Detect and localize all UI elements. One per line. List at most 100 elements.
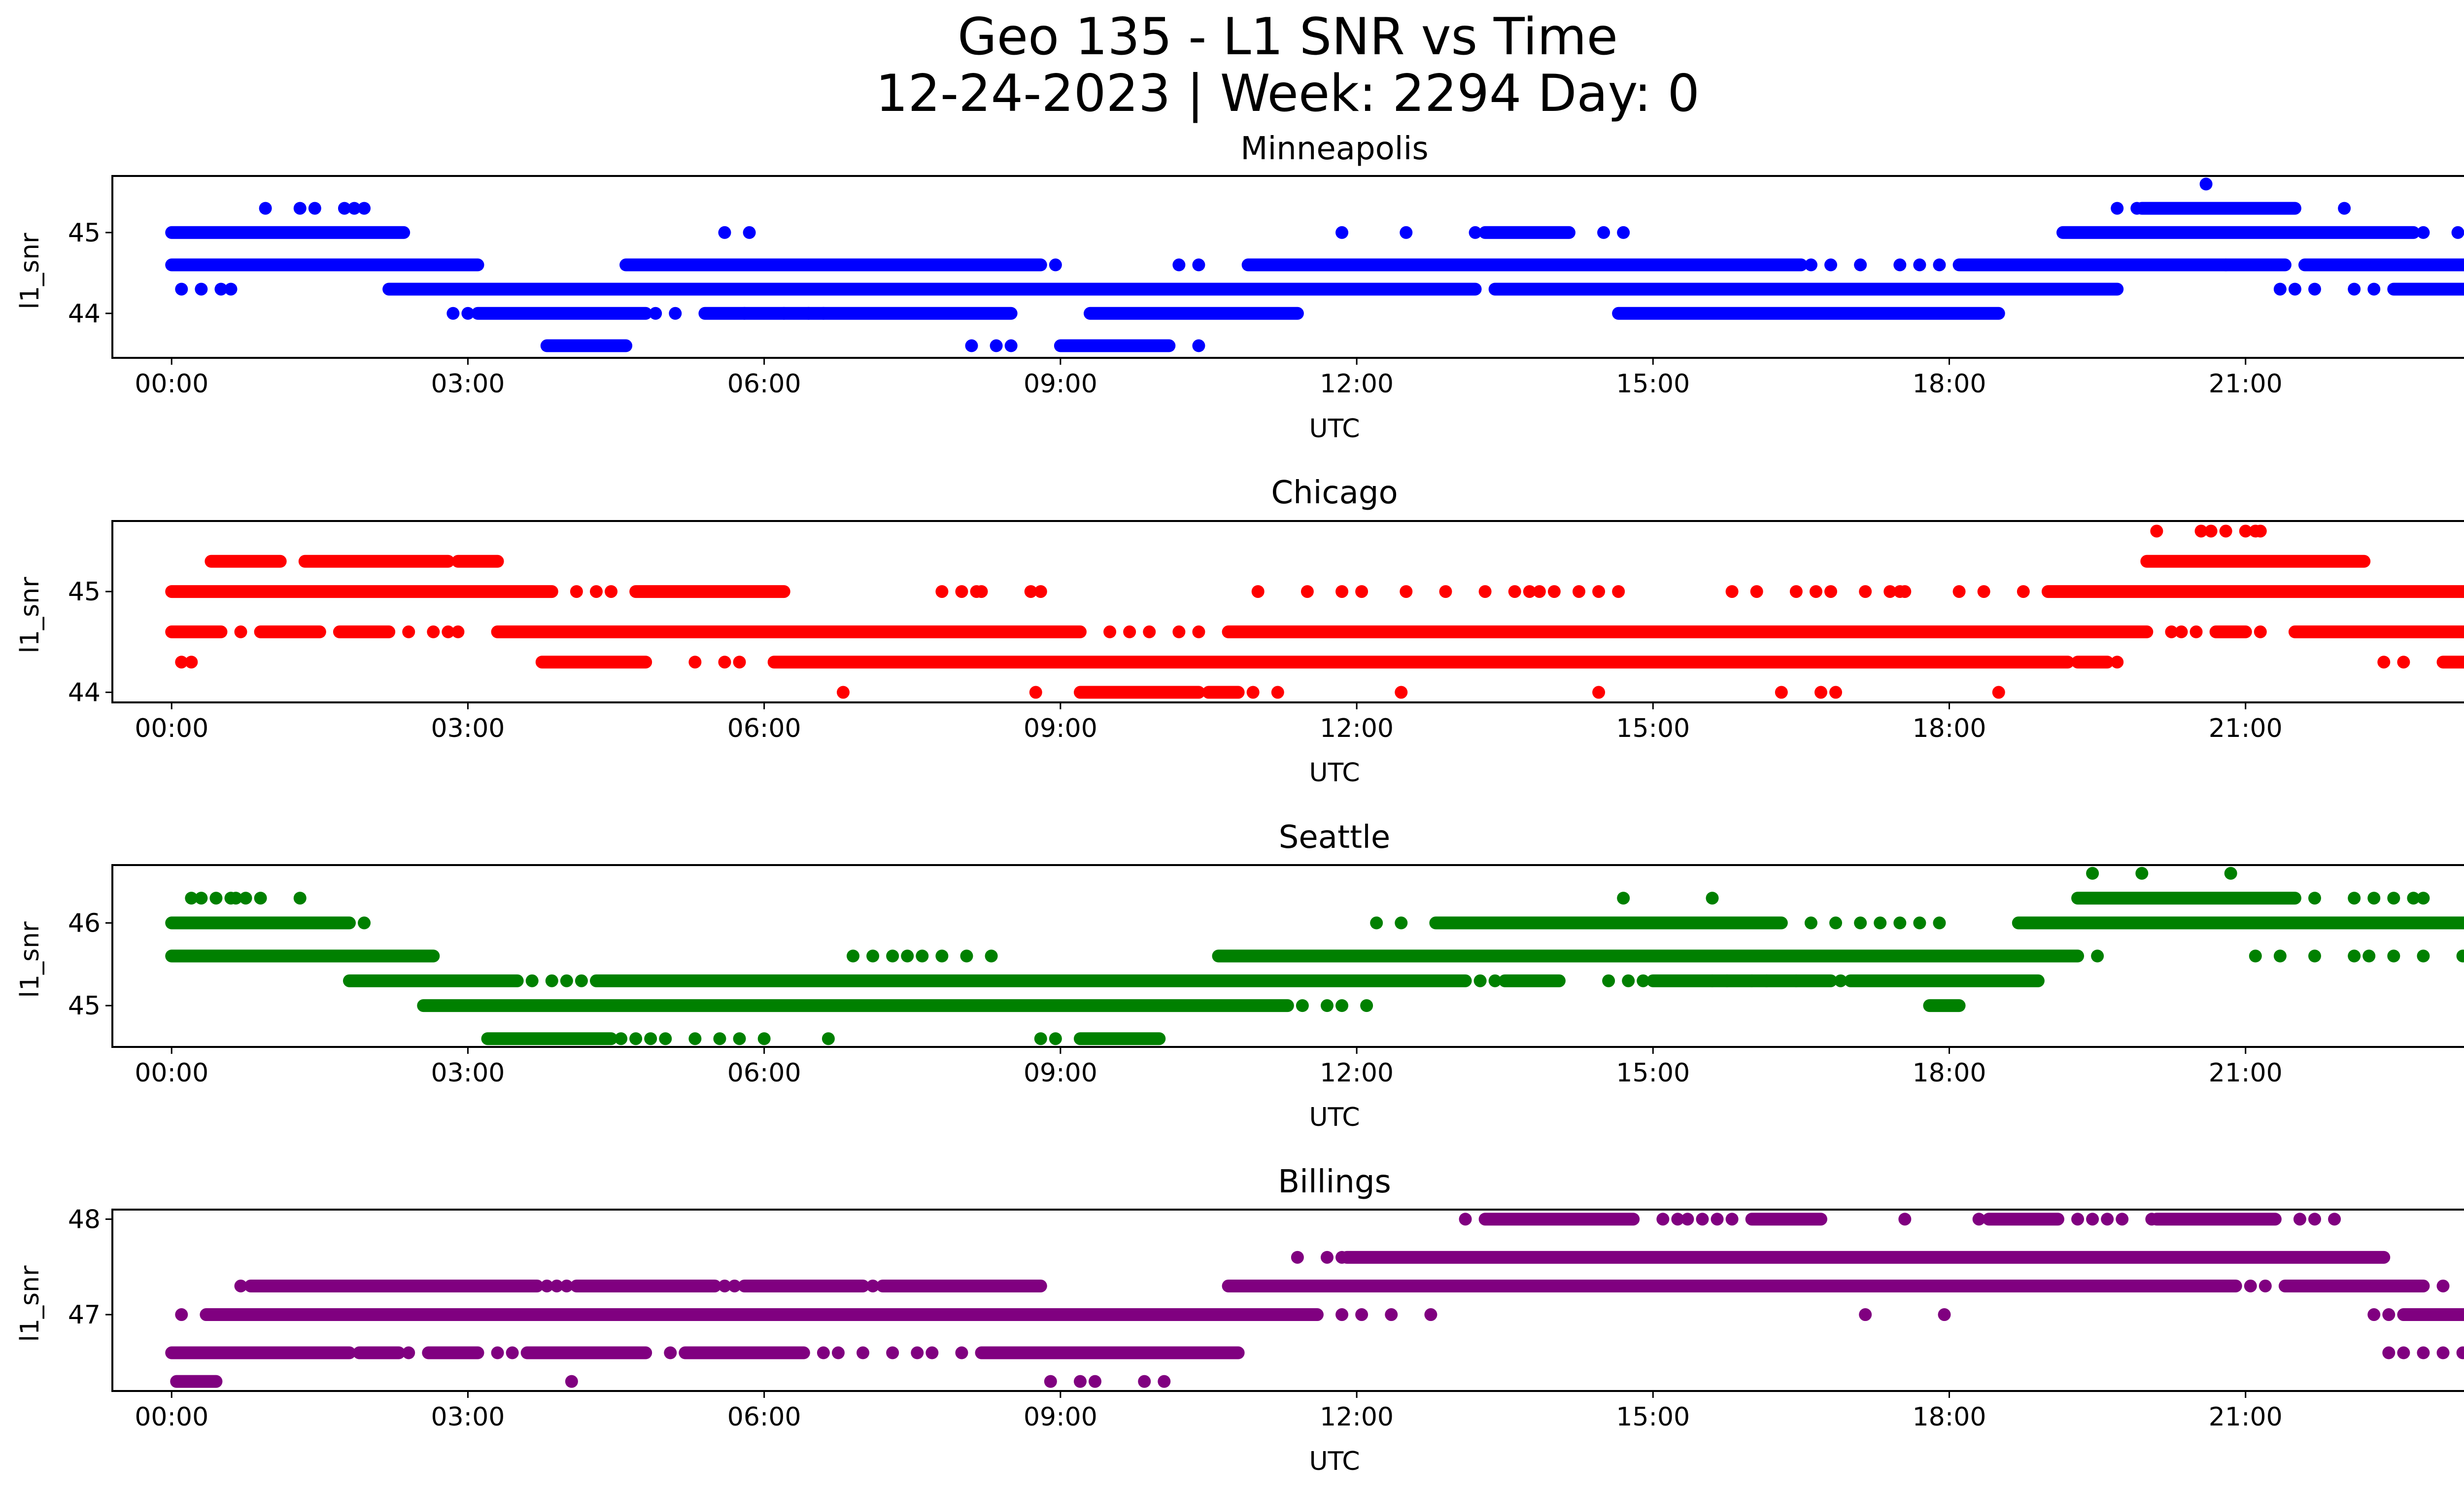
- point-seattle-2-9: [1933, 916, 1946, 930]
- point-minneapolis-2-1: [195, 282, 208, 296]
- point-minneapolis-5-8: [2338, 202, 2351, 215]
- point-chicago-2-10: [1300, 585, 1314, 598]
- point-billings-2-2: [550, 1279, 563, 1292]
- point-seattle-2-0: [358, 916, 371, 930]
- point-chicago-5-9: [1992, 686, 2005, 699]
- point-chicago-2-0: [570, 585, 583, 598]
- point-chicago-0-1: [2194, 524, 2208, 538]
- point-seattle-3-2: [886, 949, 899, 963]
- point-minneapolis-6-0: [2199, 177, 2213, 191]
- point-billings-2-8: [2259, 1279, 2272, 1292]
- point-chicago-2-20: [1573, 585, 1585, 598]
- point-seattle-1-2: [209, 892, 223, 905]
- y-axis-label-chicago: l1_snr: [15, 577, 45, 654]
- point-chicago-0-6: [2254, 524, 2267, 538]
- axis-ticks-minneapolis: 00:00 03:00 06:00 09:00 12:00 15:00 18:00 21:00…: [68, 218, 2283, 399]
- point-billings-4-13: [2382, 1346, 2396, 1359]
- point-billings-5-2: [1073, 1375, 1087, 1388]
- point-billings-0-11: [2101, 1213, 2114, 1226]
- point-minneapolis-3-0: [446, 307, 460, 320]
- point-chicago-2-32: [1952, 585, 1966, 598]
- point-minneapolis-4-1: [990, 339, 1003, 352]
- point-seattle-3-16: [2456, 949, 2464, 963]
- point-chicago-2-22: [1612, 585, 1625, 598]
- point-chicago-3-9: [1192, 625, 1205, 638]
- x-tick-label-seattle-5: 15:00: [1616, 1058, 1690, 1088]
- point-chicago-0-4: [2239, 524, 2252, 538]
- point-minneapolis-2-5: [2288, 282, 2301, 296]
- point-seattle-4-7: [1622, 974, 1635, 987]
- point-minneapolis-0-5: [1597, 226, 1610, 239]
- point-minneapolis-1-6: [1893, 258, 1907, 272]
- point-minneapolis-5-6: [2111, 202, 2124, 215]
- point-chicago-4-4: [733, 656, 746, 669]
- point-billings-2-5: [728, 1279, 741, 1292]
- point-chicago-3-4: [451, 625, 465, 638]
- y-tick-label-seattle-1: 46: [68, 908, 101, 938]
- point-chicago-5-0: [836, 686, 850, 699]
- point-chicago-3-12: [2190, 625, 2203, 638]
- point-minneapolis-2-8: [2367, 282, 2381, 296]
- point-minneapolis-1-4: [1824, 258, 1838, 272]
- point-billings-3-4: [1424, 1308, 1437, 1321]
- point-seattle-2-1: [1370, 916, 1383, 930]
- point-chicago-2-8: [1034, 585, 1047, 598]
- point-minneapolis-3-5: [777, 307, 790, 320]
- point-billings-4-11: [925, 1346, 939, 1359]
- scatter-minneapolis: [165, 177, 2464, 352]
- x-tick-label-chicago-7: 21:00: [2209, 714, 2283, 743]
- x-tick-label-minneapolis-5: 15:00: [1616, 369, 1690, 399]
- point-minneapolis-1-7: [1913, 258, 1926, 272]
- point-chicago-3-10: [2165, 625, 2178, 638]
- point-chicago-2-17: [1523, 585, 1536, 598]
- point-minneapolis-5-0: [259, 202, 272, 215]
- point-minneapolis-5-5: [358, 202, 371, 215]
- point-seattle-3-5: [935, 949, 949, 963]
- point-minneapolis-3-2: [649, 307, 662, 320]
- x-tick-label-minneapolis-6: 18:00: [1913, 369, 1986, 399]
- x-tick-label-chicago-3: 09:00: [1024, 714, 1097, 743]
- point-chicago-3-3: [442, 625, 455, 638]
- point-minneapolis-3-4: [738, 307, 751, 320]
- point-chicago-4-2: [688, 656, 702, 669]
- point-seattle-2-6: [1874, 916, 1887, 930]
- point-chicago-2-18: [1533, 585, 1546, 598]
- point-chicago-4-6: [2377, 656, 2391, 669]
- x-tick-label-seattle-2: 06:00: [727, 1058, 801, 1088]
- x-tick-label-minneapolis-4: 12:00: [1320, 369, 1394, 399]
- point-seattle-2-2: [1395, 916, 1408, 930]
- point-billings-3-6: [1938, 1308, 1951, 1321]
- x-tick-label-minneapolis-0: 00:00: [135, 369, 208, 399]
- point-minneapolis-5-1: [293, 202, 307, 215]
- x-axis-label-seattle: UTC: [1309, 1103, 1360, 1132]
- x-tick-label-billings-2: 06:00: [727, 1402, 801, 1432]
- x-tick-label-seattle-7: 21:00: [2209, 1058, 2283, 1088]
- point-seattle-4-6: [1602, 974, 1615, 987]
- point-minneapolis-1-0: [1049, 258, 1062, 272]
- x-tick-label-chicago-0: 00:00: [135, 714, 208, 743]
- point-billings-3-8: [2382, 1308, 2396, 1321]
- point-billings-3-5: [1859, 1308, 1872, 1321]
- point-billings-0-15: [2308, 1213, 2322, 1226]
- x-tick-label-billings-3: 09:00: [1024, 1402, 1097, 1432]
- point-seattle-6-2: [644, 1032, 657, 1045]
- point-seattle-4-3: [575, 974, 588, 987]
- point-seattle-3-7: [985, 949, 998, 963]
- point-billings-0-2: [1671, 1213, 1684, 1226]
- x-tick-label-chicago-6: 18:00: [1913, 714, 1986, 743]
- point-chicago-3-0: [234, 625, 247, 638]
- axis-ticks-seattle: 00:00 03:00 06:00 09:00 12:00 15:00 18:00 21:00…: [68, 908, 2283, 1088]
- point-chicago-4-7: [2397, 656, 2410, 669]
- point-minneapolis-4-2: [1004, 339, 1018, 352]
- point-seattle-0-2: [2224, 867, 2237, 880]
- point-seattle-1-8: [1617, 892, 1630, 905]
- point-billings-0-1: [1656, 1213, 1670, 1226]
- x-tick-label-seattle-4: 12:00: [1320, 1058, 1394, 1088]
- x-tick-label-chicago-2: 06:00: [727, 714, 801, 743]
- point-seattle-1-14: [2407, 892, 2420, 905]
- point-chicago-3-7: [1143, 625, 1156, 638]
- point-seattle-5-1: [1320, 999, 1334, 1012]
- point-seattle-0-0: [2086, 867, 2099, 880]
- point-billings-0-7: [1898, 1213, 1912, 1226]
- point-chicago-2-26: [1809, 585, 1822, 598]
